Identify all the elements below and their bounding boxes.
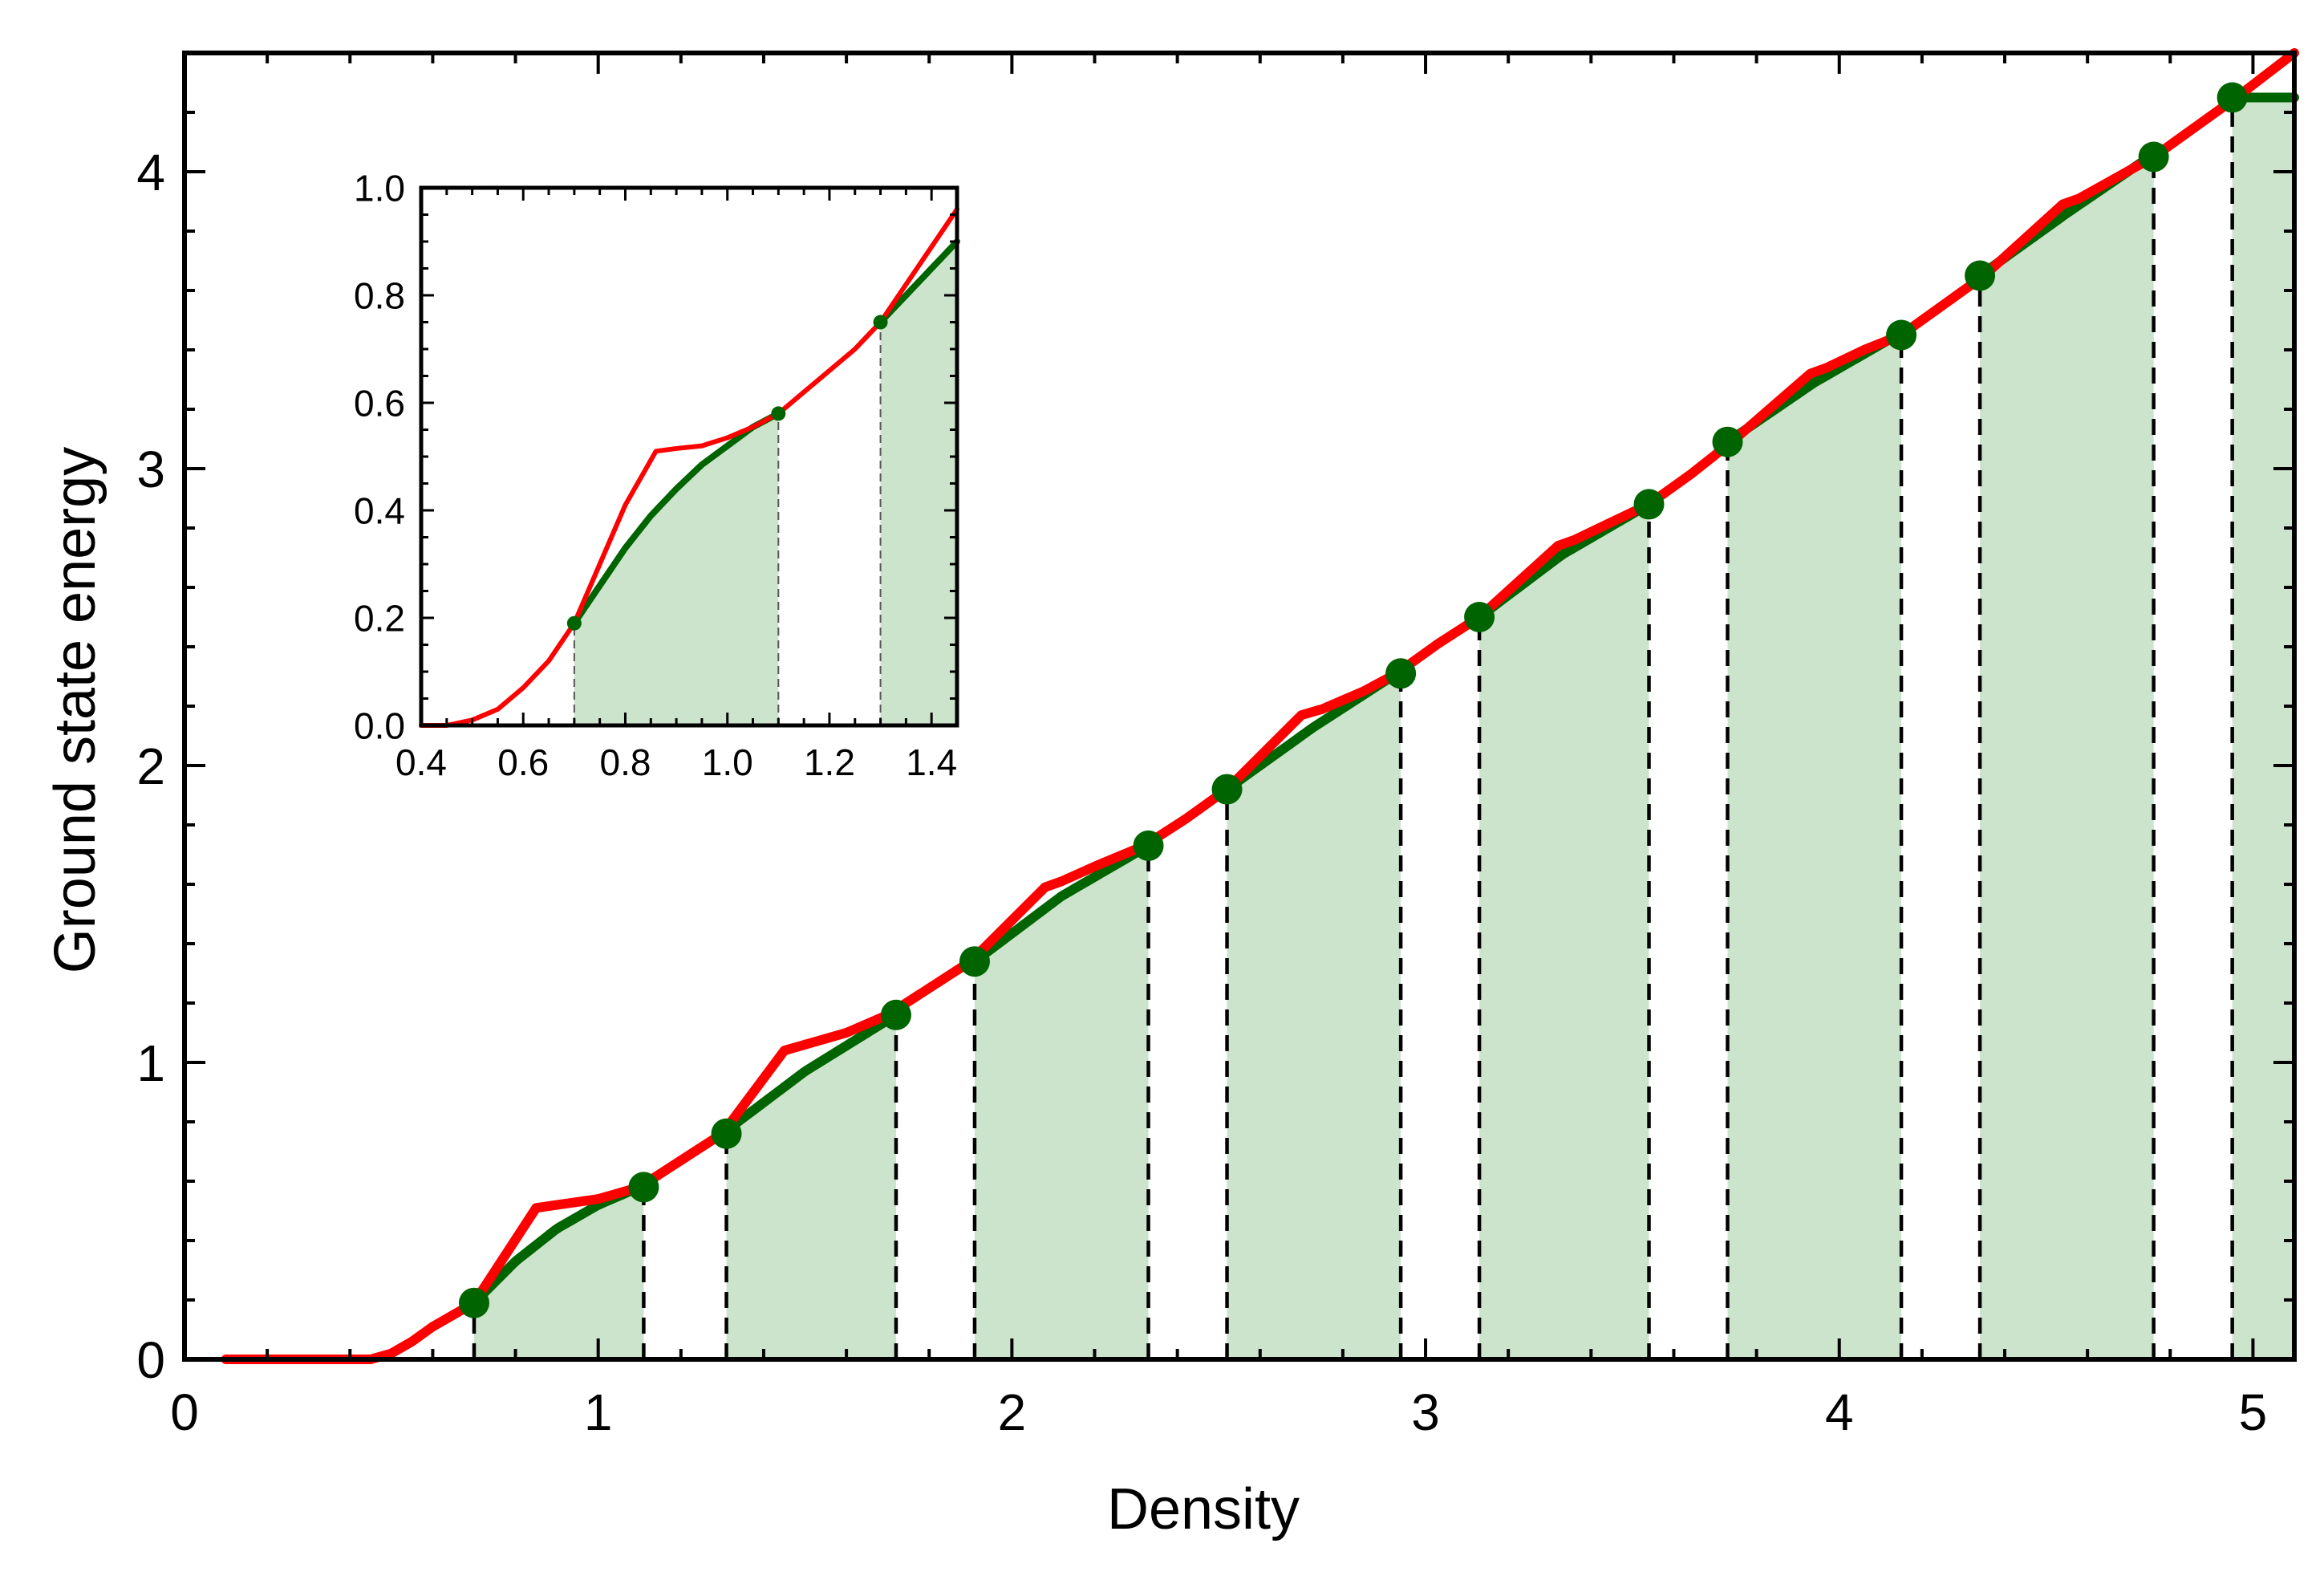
main-marker — [1385, 658, 1417, 689]
main-y-tick-label: 0 — [136, 1331, 165, 1389]
main-plot: 0 1 2 3 4 5 0 1 2 3 4 Density Ground state energy — [43, 48, 2299, 1541]
main-green-line — [969, 840, 1154, 967]
inset-marker — [873, 315, 888, 330]
main-marker — [959, 946, 990, 977]
inset-y-tick-label: 0.2 — [354, 598, 405, 640]
inset-green-series — [570, 238, 960, 627]
inset-x-tick-label: 0.4 — [395, 741, 447, 783]
inset-markers — [566, 315, 888, 631]
main-marker — [1633, 489, 1665, 520]
main-y-tick-label: 4 — [136, 144, 165, 201]
main-marker — [711, 1118, 742, 1149]
main-shaded-region — [473, 1184, 644, 1359]
main-shaded-region — [1980, 153, 2154, 1359]
main-markers — [458, 82, 2248, 1318]
main-marker — [2138, 141, 2169, 173]
inset-green-line — [877, 238, 960, 326]
main-tick-labels: 0 1 2 3 4 5 0 1 2 3 4 — [136, 144, 2267, 1441]
inset-x-tick-label: 0.6 — [497, 741, 549, 783]
main-red-line — [221, 48, 2299, 1364]
main-green-line — [721, 1009, 901, 1135]
main-y-tick-label: 1 — [136, 1034, 165, 1092]
main-y-tick-label: 3 — [136, 441, 165, 498]
main-x-tick-label: 4 — [1825, 1383, 1854, 1441]
inset-x-tick-label: 1.2 — [804, 741, 855, 783]
main-marker — [2217, 82, 2248, 113]
inset-y-tick-label: 0.6 — [354, 383, 405, 424]
inset-y-tick-label: 0.8 — [354, 275, 405, 317]
inset-frame — [419, 185, 959, 728]
inset-marker — [566, 615, 582, 631]
main-shaded-region — [1479, 504, 1649, 1359]
main-shaded-region — [1727, 331, 1902, 1359]
inset-y-tick-label: 1.0 — [354, 168, 405, 209]
main-red-series — [221, 48, 2299, 1364]
main-marker — [1133, 830, 1164, 861]
inset-shaded-regions — [574, 242, 957, 725]
inset-marker — [771, 406, 786, 421]
inset-x-tick-label: 0.8 — [599, 741, 651, 783]
main-x-tick-label: 1 — [584, 1383, 613, 1441]
inset-x-tick-label: 1.0 — [702, 741, 753, 783]
main-marker — [880, 999, 911, 1030]
main-x-tick-label: 2 — [998, 1383, 1027, 1441]
inset-y-tick-label: 0.0 — [354, 705, 405, 747]
inset-red-series — [419, 206, 959, 728]
main-shaded-region — [1227, 670, 1401, 1359]
main-shaded-region — [974, 845, 1149, 1359]
main-shaded-region — [2232, 97, 2294, 1359]
main-marker — [1965, 260, 1996, 291]
y-axis-title: Ground state energy — [43, 447, 107, 973]
main-marker — [628, 1172, 659, 1203]
main-marker — [1464, 602, 1495, 632]
main-marker — [458, 1287, 489, 1318]
inset-shaded-region — [880, 242, 957, 725]
inset-plot: 0.4 0.6 0.8 1.0 1.2 1.4 0.0 0.2 0.4 0.6 0.8 1.0 — [354, 168, 960, 783]
inset-y-tick-label: 0.4 — [354, 490, 405, 532]
main-x-tick-label: 3 — [1411, 1383, 1440, 1441]
inset-x-tick-label: 1.4 — [906, 741, 957, 783]
inset-red-line — [419, 206, 959, 728]
main-x-tick-label: 0 — [170, 1383, 199, 1441]
main-marker — [1211, 774, 1243, 805]
main-x-tick-label: 5 — [2239, 1383, 2268, 1441]
main-frame — [182, 51, 2297, 1362]
main-dashed-lines — [472, 97, 2234, 1359]
inset-green-line — [570, 410, 782, 627]
main-y-tick-label: 2 — [136, 737, 165, 795]
main-shaded-regions — [473, 97, 2294, 1359]
inset-tick-labels: 0.4 0.6 0.8 1.0 1.2 1.4 0.0 0.2 0.4 0.6 0.8 1.0 — [354, 168, 957, 783]
main-marker — [1886, 319, 1917, 351]
main-marker — [1712, 426, 1743, 457]
x-axis-title: Density — [1107, 1477, 1300, 1541]
inset-shaded-region — [574, 413, 779, 725]
inset-dashed-lines — [573, 322, 882, 725]
